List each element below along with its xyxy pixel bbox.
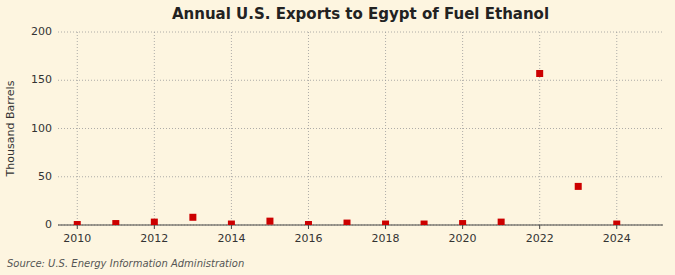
- x-grid-line: [385, 32, 386, 225]
- y-tick-label: 100: [31, 122, 52, 135]
- y-grid-line: [58, 176, 663, 177]
- x-tick: [154, 225, 155, 229]
- x-tick-label: 2018: [372, 232, 400, 245]
- point: [266, 218, 273, 225]
- y-grid-line: [58, 80, 663, 81]
- y-tick-label: 50: [38, 170, 52, 183]
- x-grid-line: [77, 32, 78, 225]
- x-tick: [231, 225, 232, 229]
- point: [344, 220, 351, 225]
- point: [189, 214, 196, 221]
- x-grid-line: [154, 32, 155, 225]
- x-tick: [385, 225, 386, 229]
- point: [74, 221, 81, 225]
- x-tick-label: 2010: [63, 232, 91, 245]
- x-grid-line: [462, 32, 463, 225]
- grid: [58, 32, 663, 225]
- x-axis-line: [58, 225, 663, 226]
- x-grid-line: [616, 32, 617, 225]
- y-grid-line: [58, 32, 663, 33]
- point: [459, 220, 466, 225]
- point: [305, 221, 312, 225]
- y-axis-label: Thousand Barrels: [4, 80, 17, 177]
- page-body: {"chart_data": {"type": "scatter", "titl…: [0, 0, 675, 275]
- x-tick: [308, 225, 309, 229]
- y-tick-label: 0: [45, 218, 52, 231]
- x-tick-label: 2022: [526, 232, 554, 245]
- source-note: Source: U.S. Energy Information Administ…: [7, 258, 244, 269]
- title: Annual U.S. Exports to Egypt of Fuel Eth…: [172, 5, 549, 23]
- point: [575, 183, 582, 190]
- points: [74, 70, 620, 225]
- page: Chart html, body { margin: 0; padding: 0…: [0, 0, 675, 275]
- x-tick: [539, 225, 540, 229]
- point: [536, 70, 543, 77]
- point: [421, 221, 428, 225]
- x-tick: [462, 225, 463, 229]
- chart-svg: 0 50 100 150 200 2010 2012 2014 2016 2018 2020 2022…: [0, 0, 675, 275]
- background: [0, 0, 675, 275]
- y-grid-line: [58, 225, 663, 226]
- y-tick-label: 150: [31, 73, 52, 86]
- x-tick: [616, 225, 617, 229]
- point: [112, 220, 119, 225]
- point: [382, 221, 389, 225]
- x-grid-line: [539, 32, 540, 225]
- x-grid-line: [231, 32, 232, 225]
- x-tick-label: 2020: [449, 232, 477, 245]
- y-tick-label: 200: [31, 25, 52, 38]
- chart-container: 0 50 100 150 200 2010 2012 2014 2016 2018 2020 2022…: [0, 0, 675, 275]
- point: [498, 219, 505, 225]
- x-tick-label: 2012: [140, 232, 168, 245]
- axes: 0 50 100 150 200 2010 2012 2014 2016 2018 2020 2022…: [31, 25, 663, 245]
- point: [228, 221, 235, 225]
- y-grid-line: [58, 128, 663, 129]
- x-tick: [77, 225, 78, 229]
- x-tick-label: 2016: [294, 232, 322, 245]
- x-tick-label: 2024: [603, 232, 631, 245]
- x-tick-label: 2014: [217, 232, 245, 245]
- x-grid-line: [308, 32, 309, 225]
- point: [151, 219, 158, 225]
- point: [613, 221, 620, 225]
